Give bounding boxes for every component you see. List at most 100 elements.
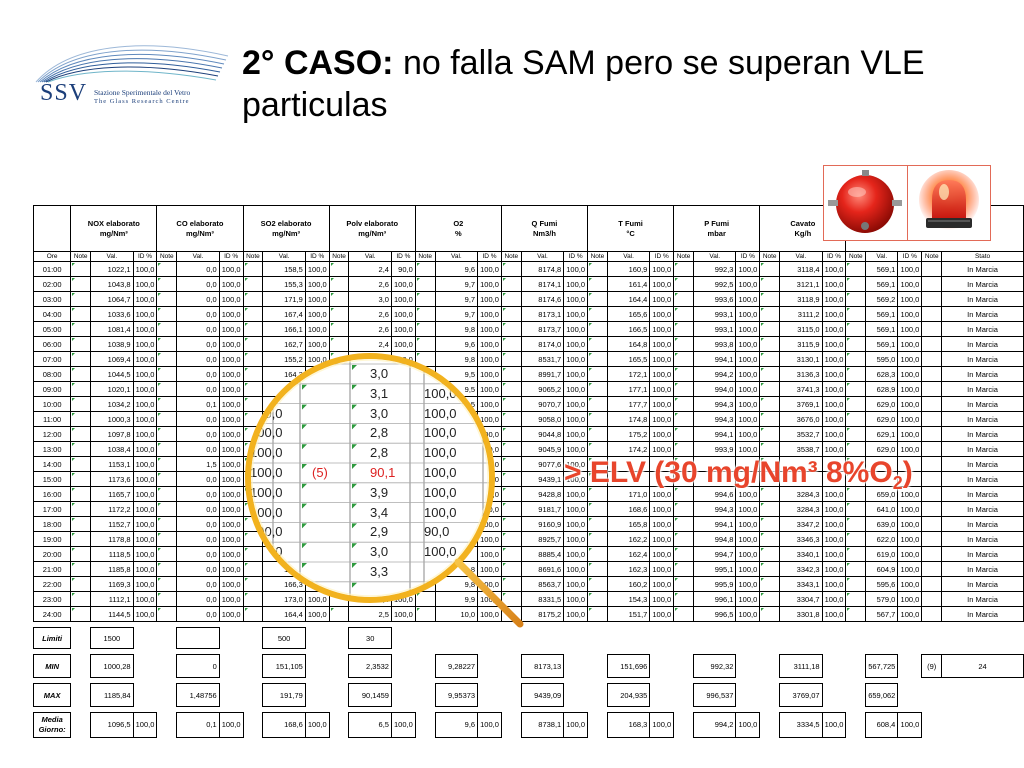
id-cell: 100,0	[649, 426, 675, 442]
value-cell: 3121,1	[779, 276, 823, 292]
id-cell: 100,0	[390, 306, 416, 322]
id-cell: 100,0	[132, 456, 158, 472]
note-cell	[845, 426, 867, 442]
note-cell	[70, 381, 92, 397]
note-cell	[500, 366, 522, 382]
id-cell: 100,0	[735, 366, 761, 382]
value-cell: 8991,7	[520, 366, 565, 382]
blank	[866, 628, 898, 649]
id-cell: 100,0	[477, 291, 502, 307]
note-cell	[759, 576, 781, 592]
subheader-id: ID %	[735, 251, 761, 262]
id-cell: 100,0	[649, 591, 675, 607]
note-cell	[759, 291, 781, 307]
blank	[133, 628, 157, 649]
id-cell: 100,0	[821, 531, 847, 547]
blank	[898, 655, 922, 678]
id-cell: 100,0	[218, 471, 244, 487]
value-cell: 3115,9	[779, 336, 823, 352]
column-group-name: NOX elaborato	[87, 218, 140, 228]
value-cell: 155,3	[262, 276, 306, 292]
note-cell	[587, 261, 608, 277]
note-cell	[673, 531, 694, 547]
zoom-column-1-value: 100,0	[250, 504, 283, 520]
blank	[478, 684, 502, 707]
value-cell: 9,8	[434, 321, 479, 337]
id-cell: 100,0	[132, 546, 158, 562]
hour-cell: 09:00	[32, 381, 72, 397]
note-cell	[759, 261, 781, 277]
value-cell: 569,1	[865, 261, 899, 277]
value-cell: 164,8	[606, 336, 651, 352]
status-cell: In Marcia	[941, 486, 1024, 502]
id-cell: 100,0	[649, 441, 675, 457]
status-cell: In Marcia	[941, 516, 1024, 532]
id-cell: 100,0	[132, 606, 158, 622]
note-cell	[156, 381, 178, 397]
id-cell: 100,0	[304, 276, 330, 292]
limits-row: Limiti 1500 500 30	[32, 627, 1024, 649]
blank	[607, 628, 650, 649]
id-cell: 100,0	[477, 321, 502, 337]
column-group-unit: mbar	[707, 228, 726, 238]
value-cell: 165,6	[606, 306, 651, 322]
value-cell: 1178,8	[90, 531, 134, 547]
value-cell: 3136,3	[779, 366, 823, 382]
table-row: 02:00 1043,8 100,0 0,0 100,0 155,3 100,0 2,6 100…	[32, 276, 1024, 292]
id-cell: 100,0	[218, 381, 244, 397]
value-cell: 1043,8	[90, 276, 134, 292]
value-cell: 0,0	[176, 471, 220, 487]
subheader-id: ID %	[304, 251, 330, 262]
id-cell: 100,0	[735, 261, 761, 277]
value-cell: 9160,9	[520, 516, 565, 532]
id-cell: 100,0	[218, 426, 244, 442]
min-value: 151,105	[262, 654, 306, 678]
value-cell: 3115,0	[779, 321, 823, 337]
value-cell: 177,1	[606, 381, 651, 397]
id-cell: 100,0	[563, 366, 589, 382]
id-cell: 100,0	[649, 381, 675, 397]
note-cell	[156, 396, 178, 412]
value-cell: 175,2	[606, 426, 651, 442]
value-cell: 996,5	[692, 606, 737, 622]
note-cell	[921, 606, 943, 622]
subheader-note: Note	[500, 251, 522, 262]
blank	[942, 628, 1024, 649]
value-cell: 8174,8	[520, 261, 565, 277]
value-cell: 0,0	[176, 366, 220, 382]
note-cell	[500, 516, 522, 532]
note-cell	[500, 411, 522, 427]
id-cell: 100,0	[304, 321, 330, 337]
note-cell	[921, 516, 943, 532]
id-cell: 100,0	[132, 261, 158, 277]
min-value: 1000,28	[90, 654, 134, 678]
note-cell	[500, 576, 522, 592]
id-cell: 100,0	[563, 291, 589, 307]
average-id: 100,0	[735, 712, 761, 738]
status-cell: In Marcia	[941, 426, 1024, 442]
id-cell: 100,0	[649, 516, 675, 532]
note-cell	[156, 546, 178, 562]
blank	[435, 628, 478, 649]
column-group-unit: Nm3/h	[532, 228, 556, 238]
table-row: 05:00 1081,4 100,0 0,0 100,0 166,1 100,0 2,6 100…	[32, 321, 1024, 337]
id-cell: 100,0	[735, 531, 761, 547]
hour-cell: 11:00	[32, 411, 72, 427]
note-cell	[759, 366, 781, 382]
value-cell: 162,4	[606, 546, 651, 562]
zoom-column-1-value: 100,0	[250, 524, 283, 540]
id-cell: 100,0	[132, 561, 158, 577]
limit-polv: 30	[348, 627, 392, 649]
blank	[588, 628, 608, 649]
value-cell: 2,6	[348, 321, 392, 337]
note-cell	[70, 426, 92, 442]
note-cell	[70, 531, 92, 547]
value-cell: 595,6	[865, 576, 899, 592]
average-value: 0,1	[176, 712, 220, 738]
status-cell: In Marcia	[941, 411, 1024, 427]
zoom-column-1-value: 100,0	[250, 544, 283, 560]
note-cell	[759, 396, 781, 412]
note-cell	[673, 606, 694, 622]
blank	[329, 713, 349, 738]
id-cell: 100,0	[477, 336, 502, 352]
